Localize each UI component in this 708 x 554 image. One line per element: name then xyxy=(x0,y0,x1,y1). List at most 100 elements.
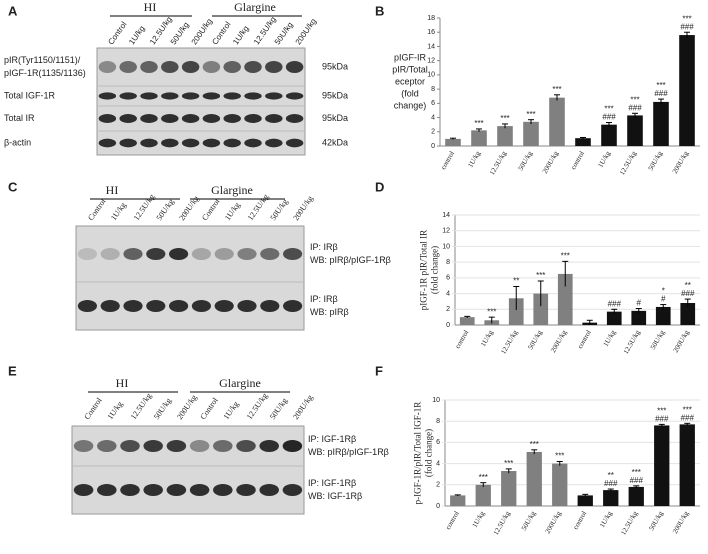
x-tick-label: 12.5U/kg xyxy=(488,149,508,176)
x-tick-label: 1U/kg xyxy=(596,149,612,169)
band xyxy=(77,300,97,312)
band xyxy=(169,300,189,312)
bar xyxy=(497,126,513,146)
x-tick-label: 1U/kg xyxy=(479,328,495,348)
band xyxy=(223,92,241,100)
band xyxy=(119,92,137,100)
band xyxy=(143,484,163,496)
row-label: WB: pIRβ xyxy=(310,307,349,317)
panel-letter: E xyxy=(8,363,17,378)
band xyxy=(236,484,256,496)
significance-label: *** xyxy=(555,452,564,461)
bar xyxy=(653,101,669,146)
lane-label: Control xyxy=(82,395,104,421)
significance-label: *** xyxy=(504,459,513,468)
band xyxy=(283,248,303,260)
group-label: Glargine xyxy=(219,376,261,390)
band xyxy=(73,484,94,496)
band xyxy=(119,138,137,148)
significance-label: *** xyxy=(526,110,535,119)
band xyxy=(214,300,234,312)
lane-label: Control xyxy=(198,395,220,421)
band xyxy=(285,92,304,100)
y-tick-label: 12 xyxy=(427,58,435,65)
y-tick-label: 4 xyxy=(431,114,435,121)
band xyxy=(202,138,221,148)
band xyxy=(282,440,303,452)
band xyxy=(236,440,256,452)
row-label: pIR(Tyr1150/1151)/ xyxy=(4,55,81,65)
bar xyxy=(606,311,622,325)
lane-label: 1U/kg xyxy=(109,201,128,223)
significance-label: # xyxy=(637,299,642,308)
group-label: HI xyxy=(106,183,119,197)
band xyxy=(140,114,158,123)
bar xyxy=(450,495,466,506)
bar xyxy=(654,425,670,506)
y-axis-label: pIR/Total xyxy=(392,64,428,74)
size-label: 95kDa xyxy=(322,61,348,71)
lane-label: 12.5U/kg xyxy=(129,391,154,421)
y-tick-label: 8 xyxy=(431,86,435,93)
y-axis-label: pIGF-IR xyxy=(394,52,427,62)
significance-label: ** xyxy=(685,281,691,290)
panel-letter: F xyxy=(375,363,383,378)
band xyxy=(181,61,200,73)
row-label: WB: pIRβ/pIGF-1Rβ xyxy=(308,447,389,457)
panel-letter: B xyxy=(375,3,384,18)
row-label: IP: IGF-1Rβ xyxy=(308,478,356,488)
bar xyxy=(552,463,568,506)
band xyxy=(191,300,211,312)
band xyxy=(285,61,304,73)
band xyxy=(181,138,200,148)
x-tick-label: 200U/kg xyxy=(672,328,691,354)
y-axis-label: change) xyxy=(394,100,427,110)
x-tick-label: 50U/kg xyxy=(649,328,667,351)
x-tick-label: control xyxy=(576,329,593,350)
significance-label: *** xyxy=(632,468,641,477)
band xyxy=(260,248,280,260)
significance-label: *** xyxy=(500,114,509,123)
band xyxy=(285,138,304,148)
row-label: β-actin xyxy=(4,137,31,147)
significance-label: ### xyxy=(608,299,622,308)
band xyxy=(244,114,262,123)
band xyxy=(213,484,233,496)
band xyxy=(260,300,280,312)
y-tick-label: 2 xyxy=(446,306,450,313)
x-tick-label: 50U/kg xyxy=(517,149,535,172)
x-tick-label: 1U/kg xyxy=(471,509,487,529)
band xyxy=(202,61,221,73)
significance-label: ### xyxy=(681,413,695,422)
x-tick-label: control xyxy=(444,510,461,531)
x-tick-label: 50U/kg xyxy=(647,509,665,532)
band xyxy=(244,138,262,148)
bar xyxy=(575,138,591,146)
significance-label: ### xyxy=(680,22,694,31)
bar xyxy=(680,303,696,325)
band xyxy=(123,300,143,312)
group-label: Glargine xyxy=(234,0,276,14)
band xyxy=(202,114,221,123)
row-label: WB: IGF-1Rβ xyxy=(308,491,362,501)
significance-label: ### xyxy=(604,479,618,488)
y-tick-label: 6 xyxy=(431,100,435,107)
band xyxy=(146,300,166,312)
x-tick-label: 12.5U/kg xyxy=(492,509,512,536)
size-label: 95kDa xyxy=(322,113,348,123)
y-axis-label: (fold change) xyxy=(430,246,440,294)
x-tick-label: 1U/kg xyxy=(602,328,618,348)
bar xyxy=(549,97,565,146)
y-axis-label: (fold change) xyxy=(424,429,434,477)
panel-letter: A xyxy=(8,3,18,18)
row-label: pIGF-1R(1135/1136) xyxy=(4,68,86,78)
bar xyxy=(679,424,695,506)
band xyxy=(259,484,279,496)
lane-label: 1U/kg xyxy=(223,201,242,223)
band xyxy=(97,440,117,452)
band xyxy=(98,114,117,123)
row-label: IP: IGF-1Rβ xyxy=(308,434,356,444)
band xyxy=(191,248,211,260)
lane-label: 200U/kg xyxy=(177,194,200,222)
